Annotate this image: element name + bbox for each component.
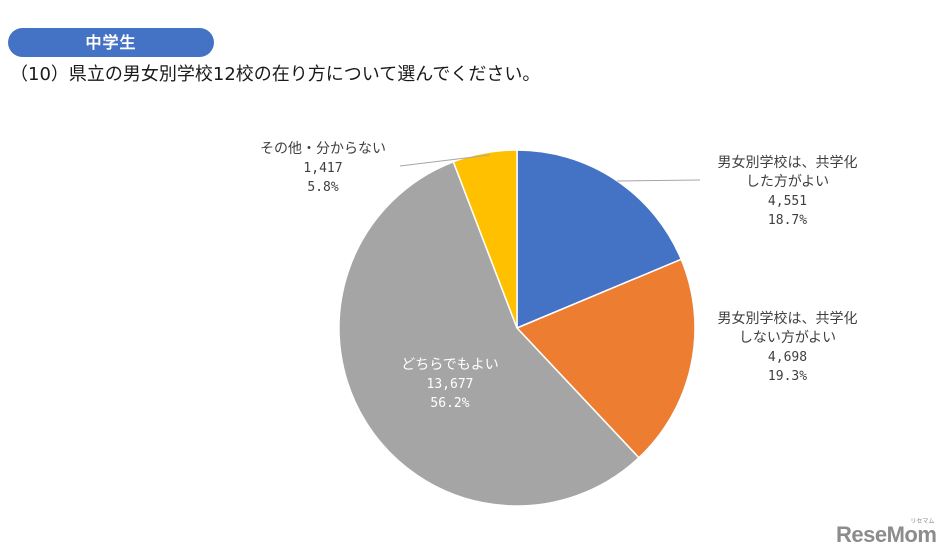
grade-badge: 中学生 bbox=[8, 28, 214, 57]
label-other-pct: 5.8% bbox=[307, 180, 339, 195]
label-either: どちらでもよい 13,677 56.2% bbox=[370, 356, 530, 413]
pie-slices bbox=[338, 149, 696, 507]
label-either-name: どちらでもよい bbox=[401, 357, 499, 373]
slice-either bbox=[338, 160, 640, 507]
slice-keep bbox=[515, 258, 696, 459]
label-keep-count: 4,698 bbox=[767, 350, 808, 365]
label-coed-pct: 18.7% bbox=[767, 213, 808, 228]
label-keep-line2: しない方がよい bbox=[738, 330, 837, 346]
label-coed-line2: した方がよい bbox=[745, 174, 830, 190]
slice-coed bbox=[516, 149, 683, 330]
leader-line-other bbox=[399, 154, 491, 167]
label-either-pct: 56.2% bbox=[430, 396, 470, 411]
label-coed-line1: 男女別学校は、共学化 bbox=[717, 155, 858, 171]
resemom-logo: ReseMom リセマム bbox=[836, 519, 937, 548]
question-title: （10）県立の男女別学校12校の在り方について選んでください。 bbox=[10, 64, 541, 85]
label-other: その他・分からない 1,417 5.8% bbox=[238, 140, 408, 197]
label-other-count: 1,417 bbox=[303, 161, 343, 176]
label-coed: 男女別学校は、共学化 した方がよい 4,551 18.7% bbox=[700, 154, 875, 230]
logo-subtext: リセマム bbox=[910, 519, 935, 525]
leader-line-coed bbox=[616, 179, 701, 182]
label-keep: 男女別学校は、共学化 しない方がよい 4,698 19.3% bbox=[700, 310, 875, 386]
logo-text: ReseMom bbox=[836, 522, 937, 547]
label-keep-pct: 19.3% bbox=[767, 369, 808, 384]
label-other-name: その他・分からない bbox=[260, 141, 386, 157]
slice-other bbox=[452, 149, 518, 329]
label-keep-line1: 男女別学校は、共学化 bbox=[717, 311, 858, 327]
label-coed-count: 4,551 bbox=[767, 194, 808, 209]
label-either-count: 13,677 bbox=[426, 377, 474, 392]
